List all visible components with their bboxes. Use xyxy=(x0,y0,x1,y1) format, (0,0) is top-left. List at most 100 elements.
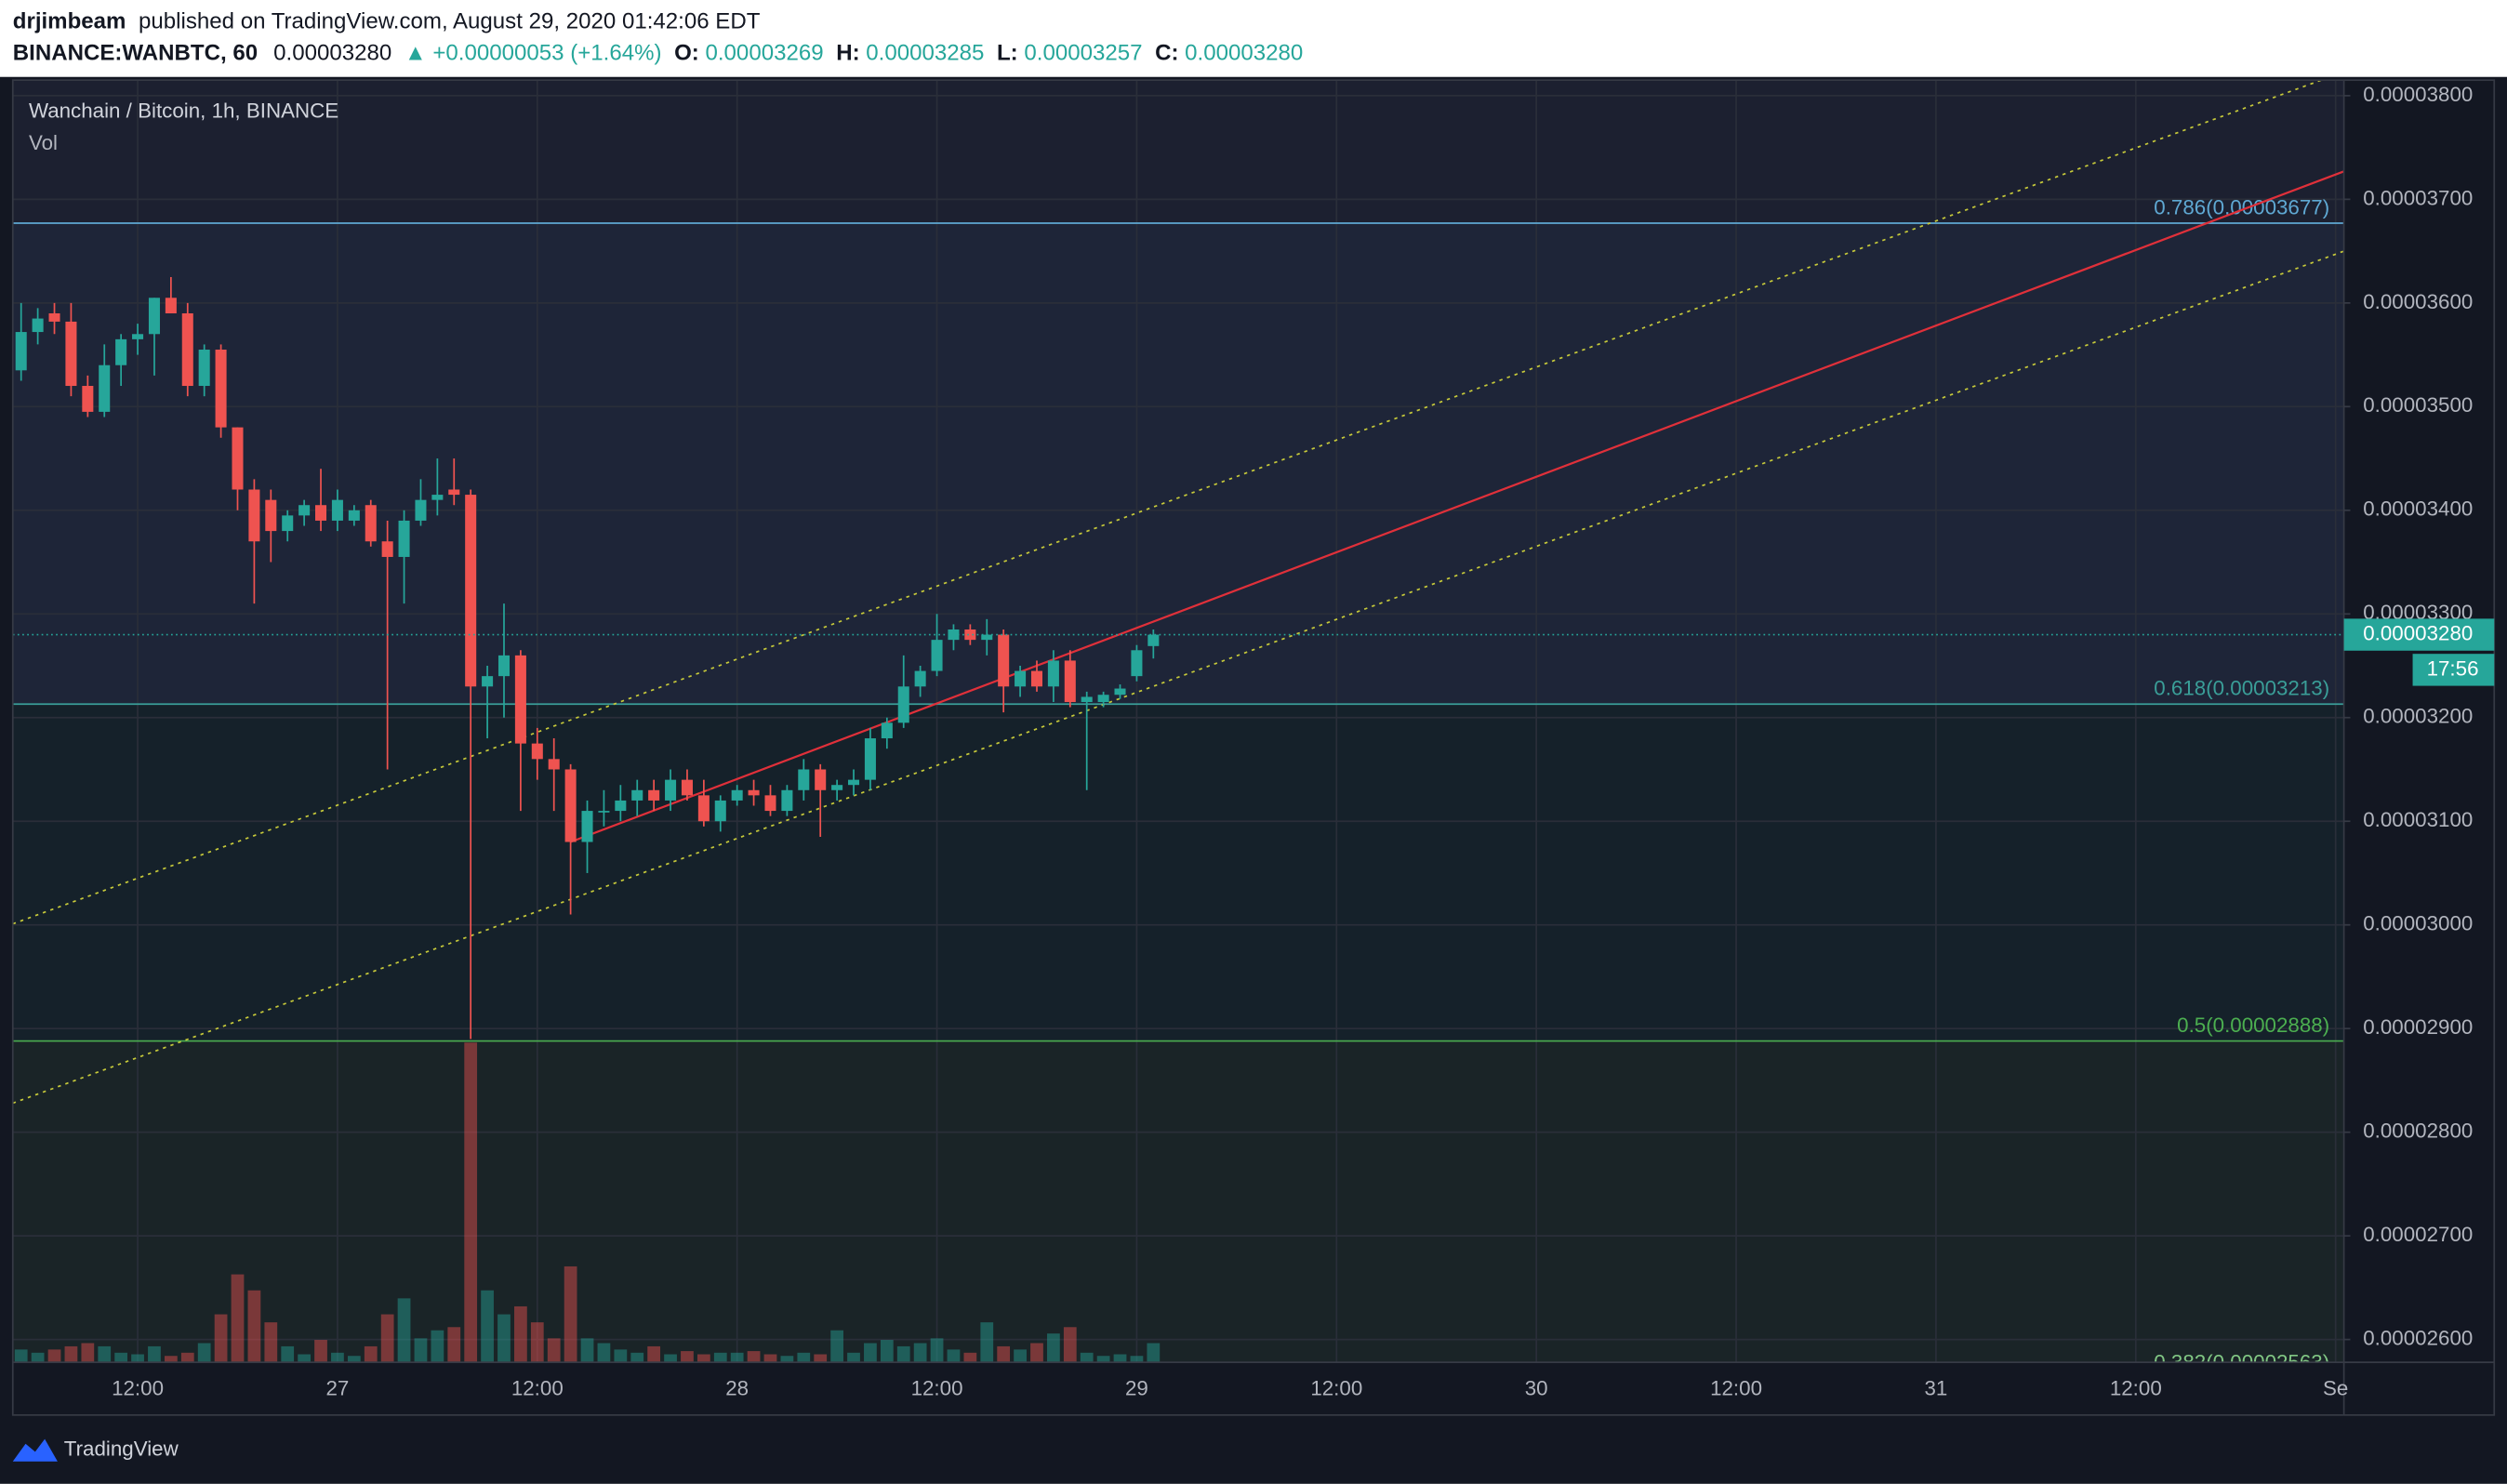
volume-bar xyxy=(847,1352,860,1363)
plot: 0.786(0.00003677) 0.618(0.00003213) 0.5(0.… xyxy=(12,80,2344,1363)
symbol: BINANCE:WANBTC, 60 xyxy=(13,41,258,66)
countdown-box xyxy=(2412,654,2495,686)
candle-body xyxy=(798,769,810,790)
volume-bar xyxy=(247,1290,261,1363)
volume-bar xyxy=(896,1345,910,1363)
trendline xyxy=(570,170,2344,843)
volume-bar xyxy=(564,1265,577,1363)
volume-bar xyxy=(347,1356,361,1363)
volume-bar xyxy=(913,1343,927,1363)
candle-body xyxy=(1064,660,1076,703)
candle-body xyxy=(631,789,643,801)
published: published on TradingView.com, August 29,… xyxy=(139,9,761,34)
volume-bar xyxy=(797,1352,811,1363)
close-label: C: xyxy=(1155,41,1178,66)
volume-bar xyxy=(197,1343,211,1363)
candle-body xyxy=(564,769,577,842)
volume-bar xyxy=(397,1298,411,1363)
x-tick-label: 12:00 xyxy=(112,1376,164,1399)
volume-bar xyxy=(264,1322,278,1363)
x-tick-label: 12:00 xyxy=(1310,1376,1362,1399)
y-tick-label: 0.00003100 xyxy=(2363,808,2473,831)
axes: 0.00002600 0.00002700 0.00002800 0.00002900… xyxy=(112,83,2495,1399)
volume-bar xyxy=(1147,1343,1161,1363)
volume-bar xyxy=(364,1345,378,1363)
volume-bar xyxy=(514,1305,527,1363)
volume-bar xyxy=(780,1356,794,1363)
volume-bar xyxy=(1113,1354,1127,1363)
candle-body xyxy=(1114,688,1126,696)
y-tick-label: 0.00002700 xyxy=(2363,1223,2473,1246)
volume-bar xyxy=(547,1338,561,1363)
trendline xyxy=(12,250,2344,1105)
candle-body xyxy=(415,499,427,521)
candle-body xyxy=(431,495,444,500)
volume-bar xyxy=(464,1042,478,1363)
candle-body xyxy=(331,499,343,521)
volume-bar xyxy=(1063,1327,1077,1363)
volume-bar xyxy=(281,1345,295,1363)
candle-body xyxy=(964,629,976,641)
low-label: L: xyxy=(997,41,1018,66)
candle-body xyxy=(648,789,660,801)
candle-body xyxy=(764,795,776,812)
candle-body xyxy=(248,489,260,542)
candle-body xyxy=(165,298,177,313)
candle-body xyxy=(897,686,909,723)
trendline xyxy=(12,80,2324,925)
volume-bar xyxy=(298,1354,311,1363)
candle-body xyxy=(1047,660,1059,687)
y-tick-label: 0.00003800 xyxy=(2363,83,2473,106)
publish-line: drjimbeam published on TradingView.com, … xyxy=(13,9,761,34)
candle-body xyxy=(348,510,360,521)
level-zone xyxy=(12,704,2344,1041)
candle-body xyxy=(514,655,526,744)
y-tick-label: 0.00002900 xyxy=(2363,1015,2473,1039)
volume-bar xyxy=(880,1340,894,1363)
volume-bar xyxy=(481,1290,494,1363)
volume-bar xyxy=(630,1352,644,1363)
volume-bar xyxy=(963,1352,977,1363)
volume-bar xyxy=(447,1327,461,1363)
header-bg xyxy=(0,0,2507,77)
brand: TradingView xyxy=(64,1438,179,1461)
volume-bar xyxy=(431,1330,444,1363)
countdown: 17:56 xyxy=(2427,656,2479,680)
change: ▲ +0.00000053 (+1.64%) xyxy=(405,41,662,66)
candle-body xyxy=(398,520,410,557)
candle-body xyxy=(282,515,294,532)
level-label: 0.618(0.00003213) xyxy=(2154,677,2329,700)
y-tick-label: 0.00003700 xyxy=(2363,186,2473,209)
level-zone xyxy=(12,223,2344,705)
y-tick-label: 0.00003000 xyxy=(2363,912,2473,935)
level-zone xyxy=(12,1040,2344,1363)
volume-bar xyxy=(47,1349,61,1363)
candle-body xyxy=(848,779,860,786)
volume-bar xyxy=(214,1314,228,1363)
chart-title: Wanchain / Bitcoin, 1h, BINANCE xyxy=(29,99,338,122)
x-tick-label: 29 xyxy=(1125,1376,1148,1399)
x-tick-label: 31 xyxy=(1924,1376,1947,1399)
x-tick-label: 27 xyxy=(325,1376,349,1399)
volume-bar xyxy=(331,1352,344,1363)
candle-body xyxy=(548,759,560,770)
candle-body xyxy=(115,338,127,365)
volume-bar xyxy=(814,1354,828,1363)
x-tick-label: 30 xyxy=(1525,1376,1548,1399)
candle-body xyxy=(864,738,876,780)
candle-body xyxy=(232,427,244,490)
volume-bar xyxy=(31,1352,45,1363)
level-label: 0.5(0.00002888) xyxy=(2177,1014,2329,1037)
x-tick-label: 12:00 xyxy=(1710,1376,1762,1399)
volume-bar xyxy=(231,1274,245,1363)
candle-body xyxy=(1147,634,1160,646)
candle-body xyxy=(15,332,27,371)
candle-body xyxy=(665,779,677,801)
volume-bar xyxy=(713,1352,727,1363)
volume-bar xyxy=(597,1343,611,1363)
volume-label: Vol xyxy=(29,131,58,154)
candle-body xyxy=(781,789,793,812)
level-label: 0.786(0.00003677) xyxy=(2154,195,2329,219)
candle-body xyxy=(65,321,77,387)
volume-bar xyxy=(696,1354,710,1363)
